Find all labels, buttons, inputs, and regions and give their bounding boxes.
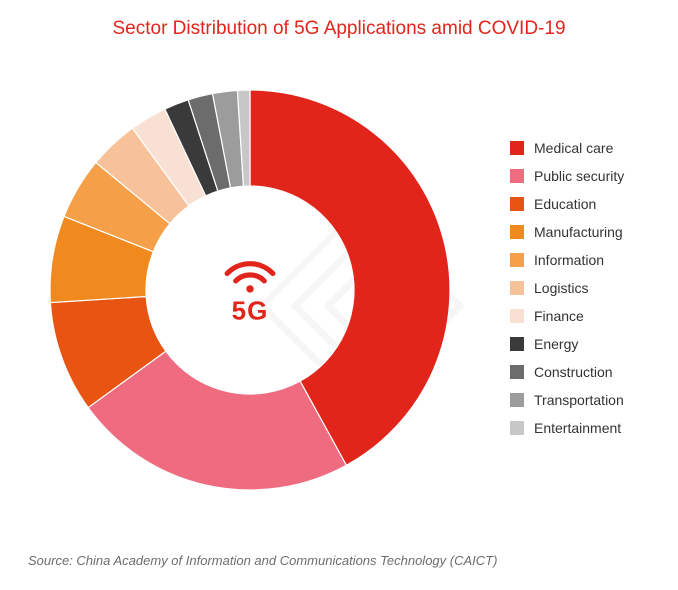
legend-item: Energy xyxy=(510,336,624,352)
legend-swatch xyxy=(510,169,524,183)
legend-item: Transportation xyxy=(510,392,624,408)
legend-item: Medical care xyxy=(510,140,624,156)
center-label: 5G xyxy=(232,296,269,327)
donut-chart: 5G xyxy=(40,80,460,500)
source-text: Source: China Academy of Information and… xyxy=(28,553,497,568)
legend-swatch xyxy=(510,337,524,351)
legend-item: Logistics xyxy=(510,280,624,296)
legend-swatch xyxy=(510,197,524,211)
legend-label: Education xyxy=(534,196,596,212)
legend: Medical care Public security Education Manu… xyxy=(510,140,624,436)
chart-title: Sector Distribution of 5G Applications a… xyxy=(0,18,678,40)
legend-label: Transportation xyxy=(534,392,624,408)
legend-swatch xyxy=(510,253,524,267)
legend-label: Medical care xyxy=(534,140,613,156)
legend-swatch xyxy=(510,393,524,407)
legend-item: Construction xyxy=(510,364,624,380)
legend-item: Education xyxy=(510,196,624,212)
legend-label: Information xyxy=(534,252,604,268)
legend-label: Finance xyxy=(534,308,584,324)
legend-label: Manufacturing xyxy=(534,224,623,240)
legend-swatch xyxy=(510,365,524,379)
legend-label: Construction xyxy=(534,364,613,380)
legend-swatch xyxy=(510,141,524,155)
legend-item: Entertainment xyxy=(510,420,624,436)
legend-swatch xyxy=(510,421,524,435)
legend-swatch xyxy=(510,309,524,323)
legend-item: Public security xyxy=(510,168,624,184)
chart-container: Sector Distribution of 5G Applications a… xyxy=(0,0,678,590)
legend-item: Information xyxy=(510,252,624,268)
legend-item: Manufacturing xyxy=(510,224,624,240)
legend-label: Logistics xyxy=(534,280,588,296)
legend-label: Public security xyxy=(534,168,624,184)
legend-swatch xyxy=(510,225,524,239)
chart-center: 5G xyxy=(220,254,280,327)
legend-swatch xyxy=(510,281,524,295)
legend-label: Entertainment xyxy=(534,420,621,436)
wifi-icon xyxy=(220,254,280,294)
legend-item: Finance xyxy=(510,308,624,324)
legend-label: Energy xyxy=(534,336,578,352)
